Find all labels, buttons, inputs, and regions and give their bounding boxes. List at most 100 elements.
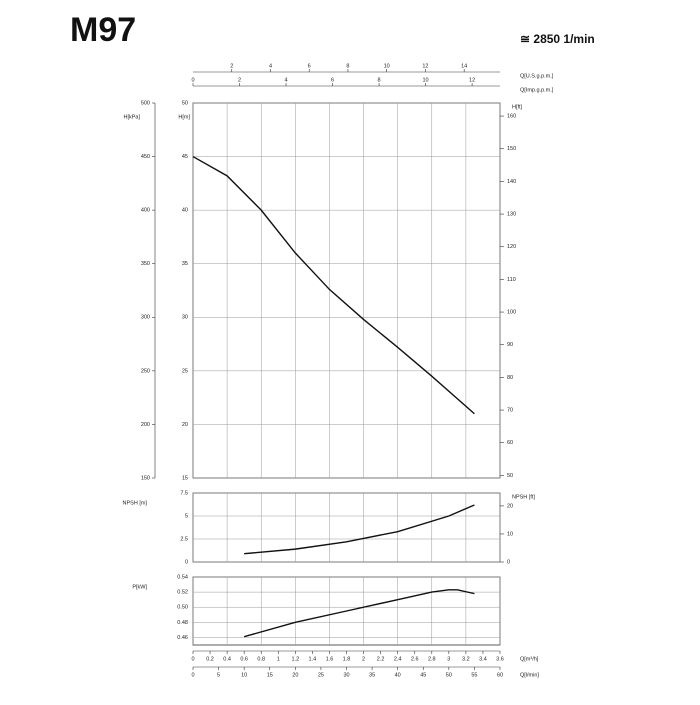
tick-label: 35 [369, 672, 375, 678]
y-tick-label: 7.5 [180, 490, 188, 496]
axis-label: Q[m³/h] [520, 656, 539, 662]
tick-label: 0.8 [257, 656, 265, 662]
tick-label: 4 [284, 77, 287, 83]
y2-tick-label: 10 [507, 531, 513, 537]
tick-label: 60 [497, 672, 503, 678]
axis-label: Q[U.S.g.p.m.] [520, 73, 554, 79]
tick-label: 400 [141, 208, 150, 214]
y2-tick-label: 70 [507, 408, 513, 414]
tick-label: 1 [277, 656, 280, 662]
tick-label: 2 [362, 656, 365, 662]
tick-label: 20 [292, 672, 298, 678]
y2-tick-label: 90 [507, 342, 513, 348]
y2-tick-label: 150 [507, 146, 516, 152]
y-tick-label: 45 [182, 154, 188, 160]
y-tick-label: 0.52 [177, 590, 188, 596]
curve [192, 155, 475, 415]
y-tick-label: 0.46 [177, 635, 188, 641]
y-tick-label: 2.5 [180, 536, 188, 542]
y-tick-label: 0.54 [177, 574, 188, 580]
y2-tick-label: 100 [507, 310, 516, 316]
tick-label: 1.6 [326, 656, 334, 662]
tick-label: 14 [461, 63, 467, 69]
tick-label: 15 [267, 672, 273, 678]
tick-label: 1.8 [343, 656, 351, 662]
tick-label: 450 [141, 154, 150, 160]
y-tick-label: 50 [182, 100, 188, 106]
tick-label: 0.4 [223, 656, 231, 662]
tick-label: 2.8 [428, 656, 436, 662]
tick-label: 200 [141, 422, 150, 428]
y2-axis-label: NPSH [ft] [512, 494, 535, 500]
tick-label: 4 [269, 63, 272, 69]
tick-label: 55 [471, 672, 477, 678]
tick-label: 2 [238, 77, 241, 83]
speed: ≅ 2850 1/min [520, 32, 595, 46]
tick-label: 0 [191, 656, 194, 662]
tick-label: 1.2 [292, 656, 300, 662]
y-axis-label: H[m] [178, 114, 190, 120]
y2-tick-label: 120 [507, 244, 516, 250]
y-tick-label: 35 [182, 261, 188, 267]
tick-label: 250 [141, 368, 150, 374]
tick-label: 2.2 [377, 656, 385, 662]
y2-tick-label: 20 [507, 503, 513, 509]
tick-label: 10 [384, 63, 390, 69]
tick-label: 0 [191, 77, 194, 83]
y2-tick-label: 160 [507, 114, 516, 120]
y-tick-label: 20 [182, 422, 188, 428]
tick-label: 3.4 [479, 656, 487, 662]
tick-label: 2 [230, 63, 233, 69]
y2-tick-label: 50 [507, 473, 513, 479]
tick-label: 0.6 [240, 656, 248, 662]
y-axis-label: P[kW] [132, 584, 147, 590]
tick-label: 10 [423, 77, 429, 83]
tick-label: 150 [141, 475, 150, 481]
tick-label: 6 [308, 63, 311, 69]
axis-label: Q[l/min] [520, 672, 539, 678]
y-tick-label: 30 [182, 315, 188, 321]
tick-label: 10 [241, 672, 247, 678]
tick-label: 0.2 [206, 656, 214, 662]
y2-tick-label: 140 [507, 179, 516, 185]
tick-label: 30 [343, 672, 349, 678]
y-axis-label: NPSH [m] [123, 500, 148, 506]
y2-tick-label: 80 [507, 375, 513, 381]
plot-frame [192, 102, 501, 479]
title: M97 [70, 11, 136, 49]
plot-frame [192, 492, 501, 563]
y2-axis-label: H[ft] [512, 104, 523, 110]
y-tick-label: 25 [182, 368, 188, 374]
curve [244, 504, 475, 555]
tick-label: 350 [141, 261, 150, 267]
y-tick-label: 0 [185, 559, 188, 565]
y2-tick-label: 110 [507, 277, 516, 283]
tick-label: 2.4 [394, 656, 402, 662]
tick-label: 0 [191, 672, 194, 678]
axis-label: H[kPa] [123, 114, 140, 120]
axis-label: Q[Imp.g.p.m.] [520, 87, 554, 93]
tick-label: 3.2 [462, 656, 470, 662]
tick-label: 25 [318, 672, 324, 678]
y-tick-label: 40 [182, 208, 188, 214]
y-tick-label: 0.48 [177, 620, 188, 626]
tick-label: 500 [141, 100, 150, 106]
y-tick-label: 15 [182, 475, 188, 481]
tick-label: 8 [346, 63, 349, 69]
y-tick-label: 0.50 [177, 605, 188, 611]
tick-label: 3.6 [496, 656, 504, 662]
tick-label: 12 [469, 77, 475, 83]
tick-label: 8 [378, 77, 381, 83]
y2-tick-label: 0 [507, 559, 510, 565]
tick-label: 1.4 [309, 656, 317, 662]
y2-tick-label: 60 [507, 440, 513, 446]
tick-label: 50 [446, 672, 452, 678]
tick-label: 5 [217, 672, 220, 678]
tick-label: 6 [331, 77, 334, 83]
tick-label: 300 [141, 315, 150, 321]
y2-tick-label: 130 [507, 212, 516, 218]
tick-label: 12 [422, 63, 428, 69]
tick-label: 3 [447, 656, 450, 662]
tick-label: 45 [420, 672, 426, 678]
